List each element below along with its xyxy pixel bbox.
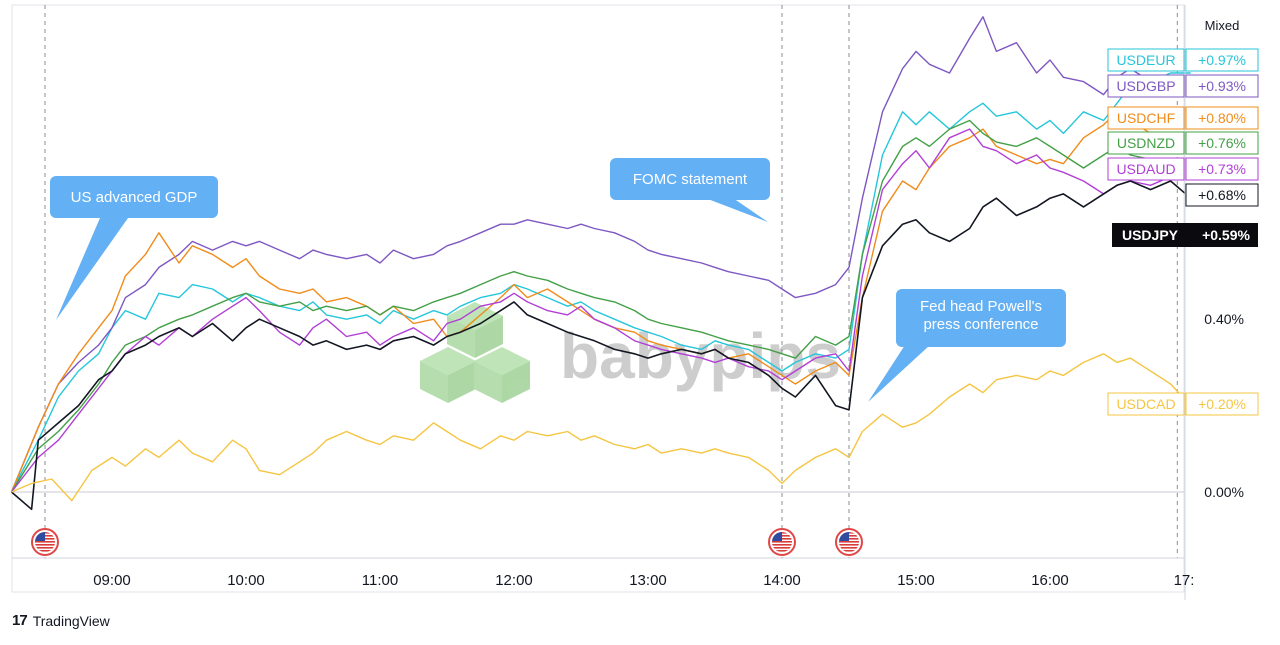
x-tick-label: 13:00 [629, 572, 667, 589]
grid [11, 4, 1185, 593]
series-label-usdaud[interactable]: USDAUD +0.73% [1107, 157, 1259, 181]
series-name: USDCAD [1116, 396, 1175, 412]
axis-badge-name: USDJPY [1122, 227, 1179, 243]
watermark-cube [475, 316, 503, 358]
series-line-usdnzd[interactable] [10, 119, 1191, 493]
callout-text: FOMC statement [633, 171, 748, 188]
axis-badge-box [1112, 223, 1258, 247]
series-name: USDAUD [1116, 161, 1175, 177]
callout-box [896, 289, 1066, 347]
series-name: USDCHF [1117, 110, 1175, 126]
series-line-usdcad[interactable] [11, 353, 1192, 502]
watermark-cube [474, 361, 502, 403]
x-tick-label: 10:00 [227, 572, 265, 589]
series-value: +0.73% [1198, 161, 1246, 177]
x-tick-label: 14:00 [763, 572, 801, 589]
series-label-usdeur[interactable]: USDEUR +0.97% [1107, 48, 1259, 72]
series-name: USDEUR [1116, 52, 1175, 68]
watermark-cubes-icon [420, 302, 530, 403]
watermark-cube [420, 361, 448, 403]
callout-box [50, 176, 218, 218]
series-label-usdjpy[interactable]: +0.68% [1185, 183, 1259, 207]
series-name-box [1107, 48, 1185, 72]
axis-badge-value: +0.59% [1202, 227, 1250, 243]
callout-text: press conference [923, 316, 1038, 333]
series-name-box [1107, 74, 1185, 98]
x-tick-label: 12:00 [495, 572, 533, 589]
annotation-gdp: US advanced GDP [50, 176, 218, 320]
series-label-usdgbp[interactable]: USDGBP +0.93% [1107, 74, 1259, 98]
x-tick-label: 16:00 [1031, 572, 1069, 589]
us-flag-icon[interactable] [31, 528, 59, 556]
series-name-box [1107, 157, 1185, 181]
series-line-usdaud[interactable] [10, 128, 1191, 493]
watermark-cube [502, 361, 530, 403]
series-label-usdchf[interactable]: USDCHF +0.80% [1107, 106, 1259, 130]
annotation-fomc: FOMC statement [610, 158, 770, 222]
series-line-usdgbp[interactable] [10, 16, 1191, 493]
series-value: +0.97% [1198, 52, 1246, 68]
series-value-box [1185, 131, 1259, 155]
series-labels: USDEUR +0.97% USDGBP +0.93% USDCHF +0.80% USDN… [1107, 48, 1259, 416]
callout-text: US advanced GDP [71, 189, 198, 206]
series-name-box [1107, 131, 1185, 155]
series-label-usdnzd[interactable]: USDNZD +0.76% [1107, 131, 1259, 155]
series-name-box [1107, 106, 1185, 130]
callout-tail [700, 196, 768, 222]
series-value-box [1185, 157, 1259, 181]
series-value: +0.76% [1198, 135, 1246, 151]
axes: 09:00 10:00 11:00 12:00 13:00 14:00 15:00 16:00… [12, 5, 1244, 600]
series-value: +0.93% [1198, 78, 1246, 94]
watermark: babypips [420, 302, 841, 403]
footer: 17 TradingView [12, 612, 110, 629]
series-value: +0.68% [1198, 187, 1246, 203]
x-tick-label: 11:00 [362, 572, 398, 589]
callout-tail [868, 345, 930, 402]
tradingview-logo-icon[interactable]: 17 [12, 612, 28, 629]
us-flag-icon[interactable] [768, 528, 796, 556]
x-tick-label: 17: [1174, 572, 1195, 589]
series-name: USDGBP [1116, 78, 1175, 94]
annotations: US advanced GDP FOMC statement Fed head Po… [50, 158, 1066, 402]
series-value-box [1185, 106, 1259, 130]
event-lines [31, 5, 1178, 558]
series-value: +0.80% [1198, 110, 1246, 126]
callout-tail [56, 218, 128, 320]
plot-frame [11, 4, 1185, 593]
watermark-cube [448, 361, 476, 403]
x-tick-label: 15:00 [897, 572, 935, 589]
axis-badge-usdjpy[interactable]: USDJPY +0.59% [1112, 223, 1258, 247]
series-value-box [1185, 392, 1259, 416]
callout-text: Fed head Powell's [920, 298, 1042, 315]
series-value-box [1185, 48, 1259, 72]
us-flag-icon[interactable] [835, 528, 863, 556]
callout-box [610, 158, 770, 200]
series-line-usdjpy[interactable] [10, 180, 1192, 511]
series-label-usdcad[interactable]: USDCAD +0.20% [1107, 392, 1259, 416]
series-name: USDNZD [1117, 135, 1175, 151]
brand-name[interactable]: TradingView [32, 612, 110, 629]
series-value-box [1185, 183, 1259, 207]
y-tick-label: 0.40% [1204, 311, 1244, 327]
x-tick-label: 09:00 [93, 572, 131, 589]
series-lines [10, 16, 1192, 511]
scale-mode-label[interactable]: Mixed [1205, 18, 1240, 33]
series-value-box [1185, 74, 1259, 98]
series-name-box [1107, 392, 1185, 416]
series-value: +0.20% [1198, 396, 1246, 412]
series-line-usdeur[interactable] [10, 72, 1191, 493]
y-tick-label: 0.00% [1204, 484, 1244, 500]
